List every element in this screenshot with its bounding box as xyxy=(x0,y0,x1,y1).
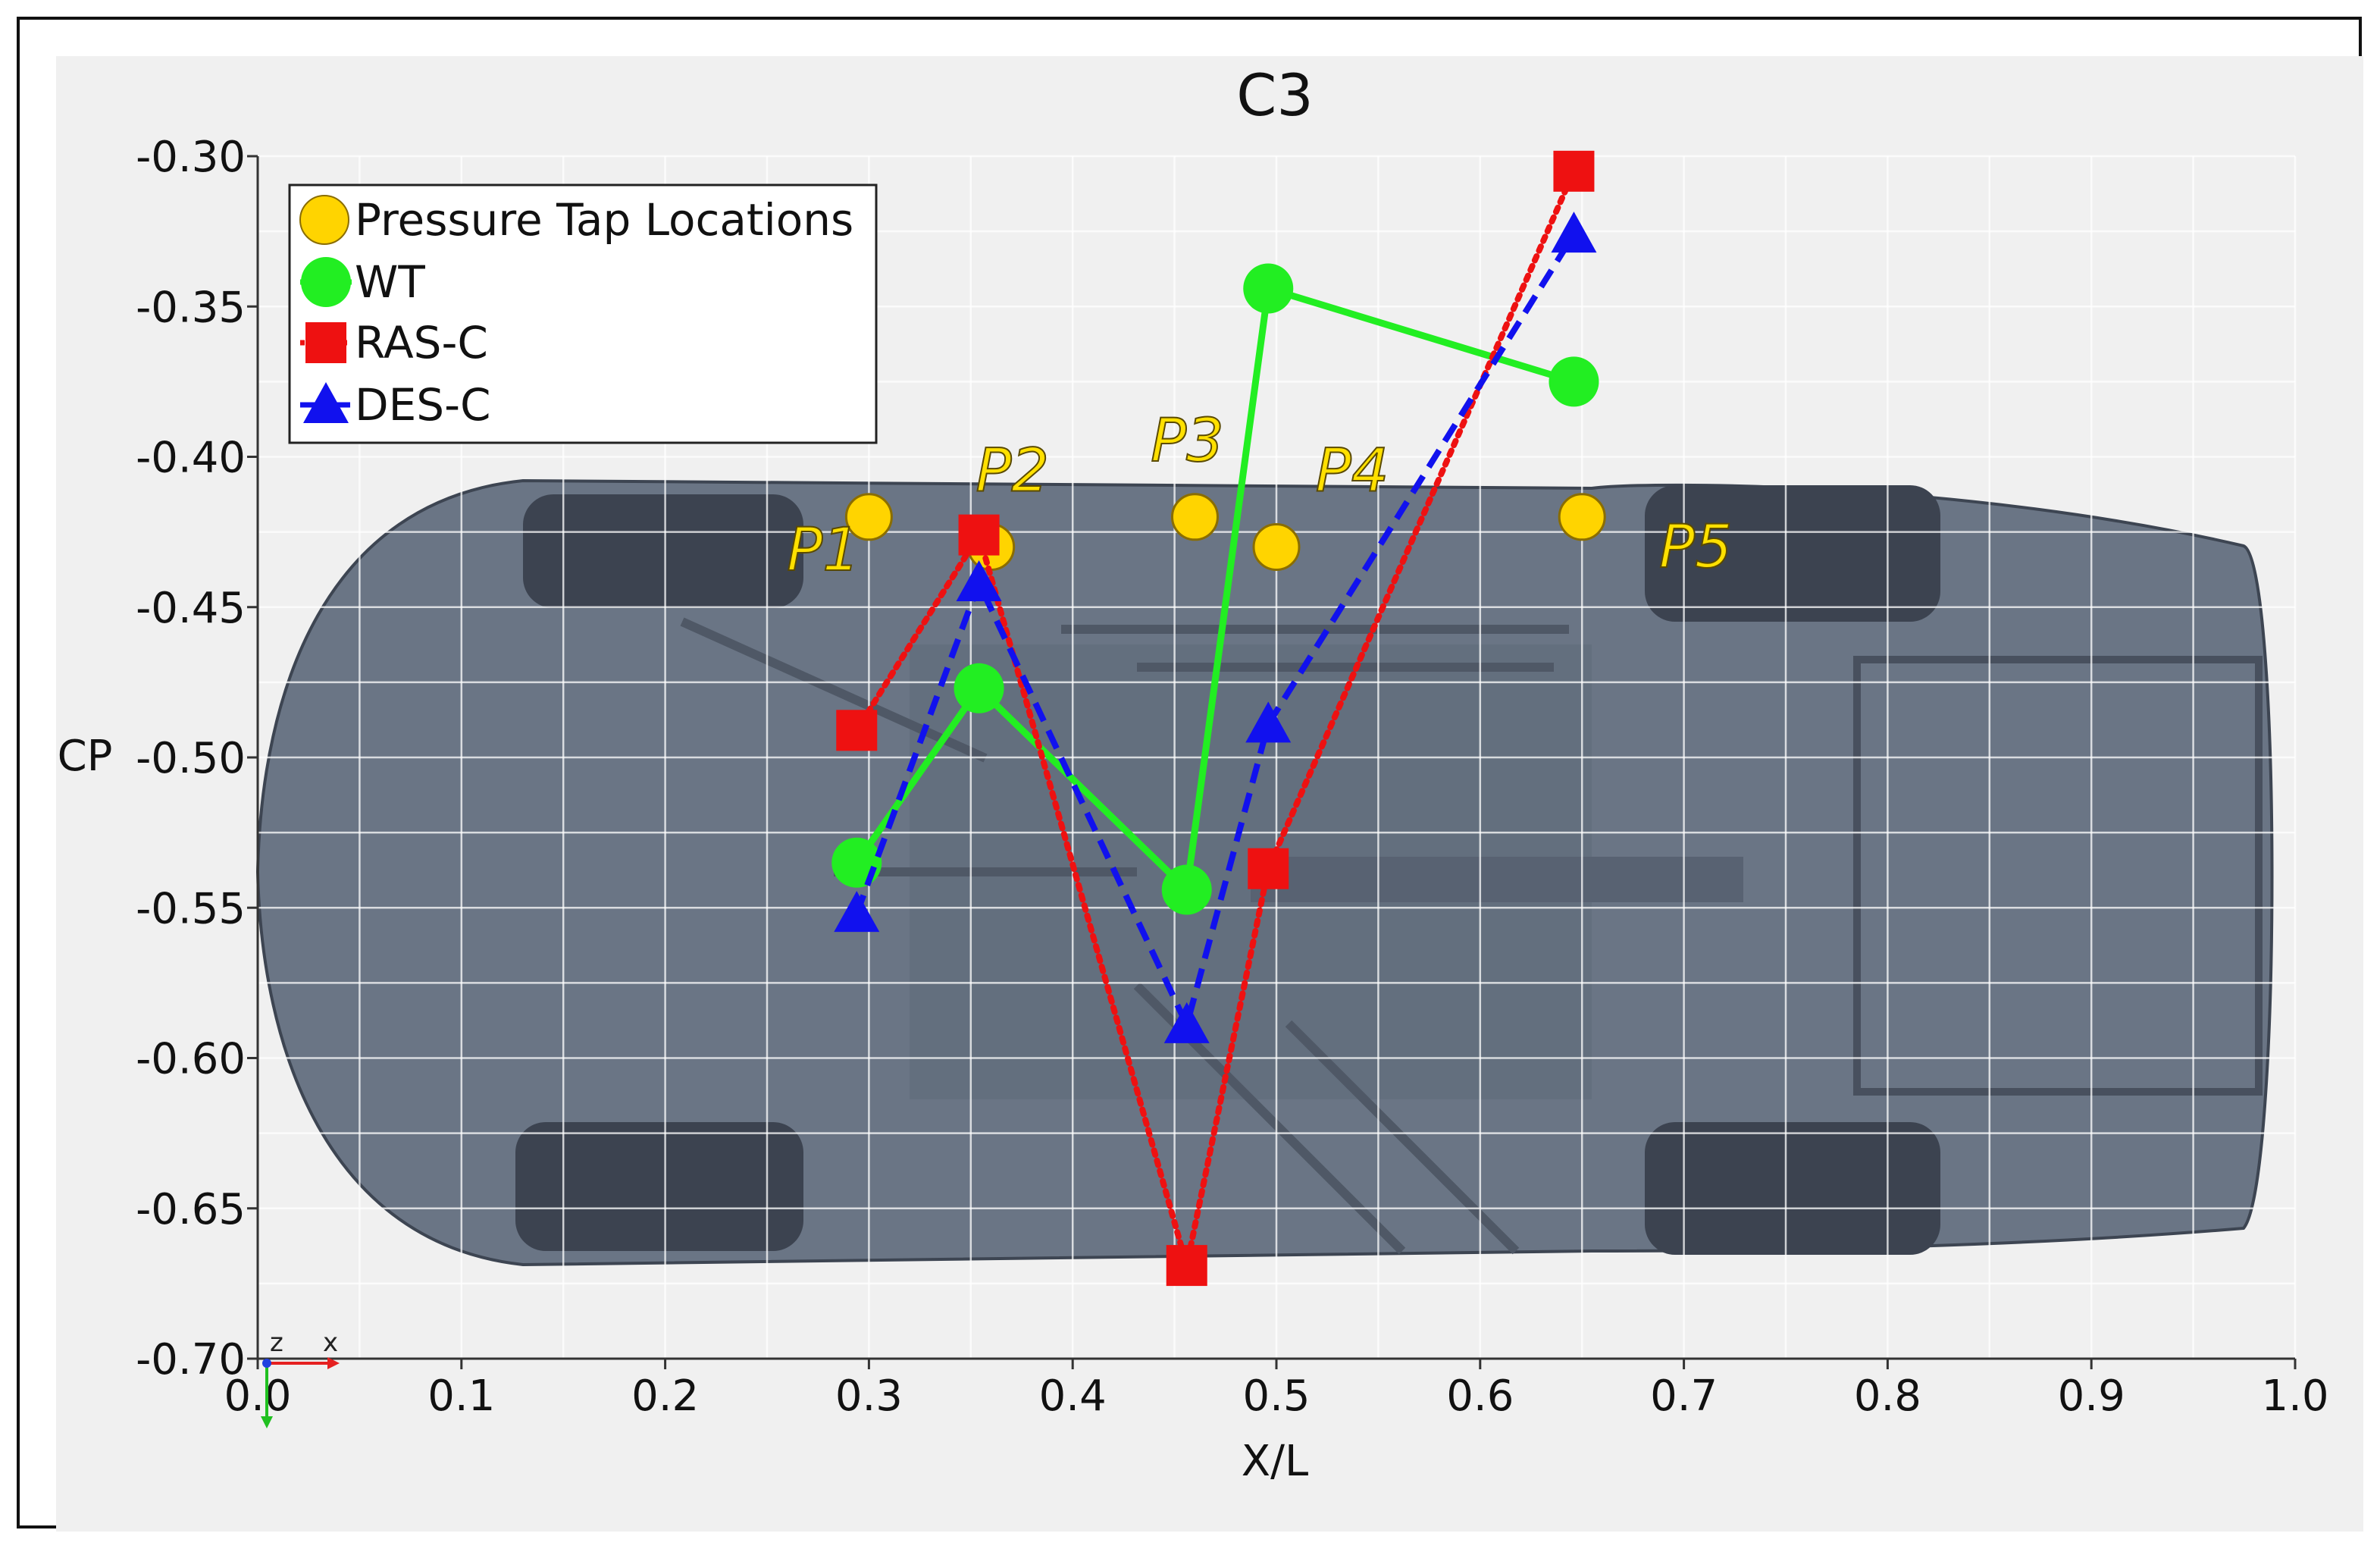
x-tick-label: 0.9 xyxy=(2058,1372,2125,1421)
y-tick-label: -0.30 xyxy=(136,133,246,182)
triad-x-label: x xyxy=(323,1328,338,1358)
y-tick-label: -0.70 xyxy=(136,1335,246,1384)
x-tick-label: 0.6 xyxy=(1446,1372,1514,1421)
data-point-RAS-C xyxy=(1553,150,1595,192)
x-tick-label: 1.0 xyxy=(2261,1372,2328,1421)
data-point-DES-C xyxy=(1163,1002,1210,1043)
car-rear-frame xyxy=(1853,656,2263,1096)
tick-labels: 0.0 0.1 0.2 0.3 0.4 0.5 0.6 0.7 0.8 0.9 1.0 -0.30 -0… xyxy=(136,133,2328,1421)
x-tick-label: 0.1 xyxy=(427,1372,495,1421)
data-point-RAS-C xyxy=(1248,848,1289,889)
legend-marker-DES-C xyxy=(303,382,349,423)
chart-title: C3 xyxy=(1236,61,1313,129)
data-point-WT xyxy=(831,837,882,888)
data-point-WT xyxy=(954,663,1004,713)
y-tick-label: -0.40 xyxy=(136,434,246,483)
triad-z-label: z xyxy=(270,1328,283,1358)
pressure-tap-label: P2 xyxy=(975,437,1049,505)
legend-marker-taps xyxy=(299,195,349,245)
x-axis-label: X/L xyxy=(1242,1437,1308,1486)
x-tick-label: 0.0 xyxy=(224,1372,291,1421)
legend-marker-WT xyxy=(301,257,351,307)
data-series xyxy=(831,150,1599,1287)
legend-label: RAS-C xyxy=(355,317,488,368)
data-point-WT xyxy=(1549,356,1599,407)
legend-marker-RAS-C xyxy=(305,322,346,363)
data-point-DES-C xyxy=(834,891,880,933)
y-tick-label: -0.60 xyxy=(136,1035,246,1084)
data-point-WT xyxy=(1161,864,1212,915)
x-tick-label: 0.3 xyxy=(835,1372,903,1421)
y-tick-label: -0.35 xyxy=(136,283,246,332)
x-tick-label: 0.8 xyxy=(1854,1372,1921,1421)
x-tick-label: 0.5 xyxy=(1242,1372,1310,1421)
legend-label: WT xyxy=(355,256,425,308)
data-point-WT xyxy=(1243,263,1294,314)
legend-box xyxy=(288,183,878,444)
pressure-tap-marker xyxy=(844,493,893,541)
y-tick-label: -0.65 xyxy=(136,1185,246,1234)
legend: Pressure Tap Locations WT RAS-C DES-C xyxy=(288,183,878,444)
car-wheel-rear-right xyxy=(1645,1122,1940,1255)
legend-label: DES-C xyxy=(355,379,491,431)
y-axis-label: CP xyxy=(58,732,113,781)
data-point-DES-C xyxy=(1551,212,1597,253)
y-tick-label: -0.55 xyxy=(136,884,246,933)
x-tick-label: 0.4 xyxy=(1039,1372,1107,1421)
data-point-RAS-C xyxy=(958,514,1000,556)
data-point-RAS-C xyxy=(1166,1245,1207,1287)
pressure-tap-label: P1 xyxy=(787,516,860,585)
car-wheel-front-right xyxy=(515,1122,803,1251)
x-tick-label: 0.2 xyxy=(631,1372,699,1421)
data-point-DES-C xyxy=(956,560,1002,602)
y-tick-label: -0.50 xyxy=(136,734,246,783)
y-tick-label: -0.45 xyxy=(136,584,246,633)
legend-label: Pressure Tap Locations xyxy=(355,194,853,246)
x-tick-label: 0.7 xyxy=(1650,1372,1718,1421)
car-wheel-rear-left xyxy=(1645,485,1940,622)
data-point-DES-C xyxy=(1245,701,1292,743)
car-structure-lines xyxy=(680,617,1569,1255)
pressure-tap-marker xyxy=(1558,493,1606,541)
pressure-tap-marker xyxy=(1252,522,1301,571)
data-point-RAS-C xyxy=(836,710,878,751)
axis-triad: z x xyxy=(261,1328,340,1428)
series-line-DES-C xyxy=(853,232,1577,1034)
pressure-tap-marker xyxy=(1170,493,1219,541)
pressure-tap-label: P4 xyxy=(1316,437,1389,505)
car-exhaust xyxy=(1251,857,1743,902)
car-wheel-front-left xyxy=(523,494,803,608)
pressure-tap-label: P3 xyxy=(1151,407,1224,475)
pressure-tap-label: P5 xyxy=(1659,513,1733,582)
